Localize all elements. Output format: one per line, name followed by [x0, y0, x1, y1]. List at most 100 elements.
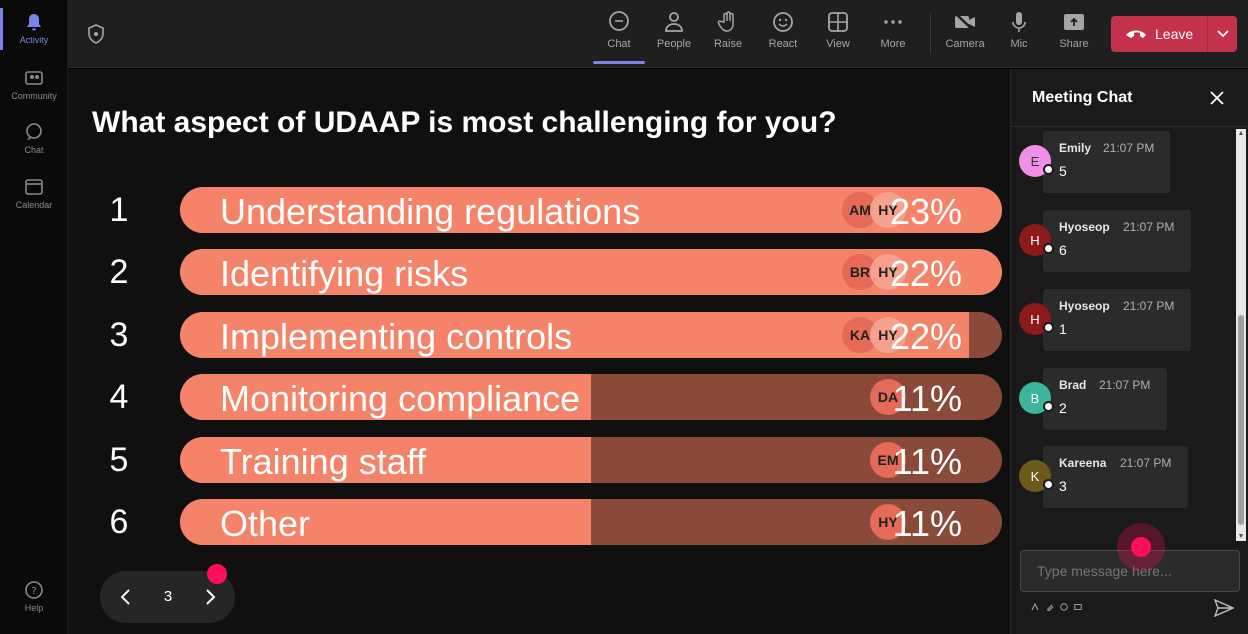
leave-options-button[interactable] [1207, 16, 1237, 52]
message-text: 3 [1059, 478, 1067, 494]
send-icon[interactable] [1214, 599, 1234, 617]
chevron-right-icon[interactable] [198, 585, 222, 609]
close-icon[interactable] [1208, 89, 1226, 107]
poll-option-row: 5 Training staff EM 11% [68, 437, 1010, 483]
scroll-thumb[interactable] [1238, 315, 1244, 525]
option-number: 1 [109, 191, 129, 229]
rail-item-activity[interactable]: Activity [0, 8, 68, 50]
hand-icon [717, 11, 734, 32]
toolbar-divider [930, 14, 931, 54]
option-percent: 23% [889, 191, 962, 232]
slide-pager: 3 [100, 564, 235, 623]
svg-text:?: ? [31, 586, 36, 597]
sender-name: Emily [1059, 141, 1092, 155]
message-text: 6 [1059, 242, 1067, 258]
option-label: Training staff [220, 441, 427, 482]
camera-off-icon [954, 12, 975, 32]
chat-bubble: Kareena 21:07 PM 3 [1043, 446, 1188, 508]
option-number: 3 [109, 316, 129, 354]
voter-avatar: HY [870, 317, 906, 353]
avatar-initial: E [1030, 153, 1040, 169]
help-icon: ? [25, 581, 43, 599]
avatar-initial: K [1030, 468, 1040, 484]
option-bar-fill [180, 499, 591, 545]
poll-stage: What aspect of UDAAP is most challenging… [68, 69, 1010, 634]
tool-label: Raise [713, 38, 743, 50]
option-label: Implementing controls [220, 316, 573, 357]
message-text: 5 [1059, 163, 1067, 179]
mic-icon [1012, 12, 1026, 32]
chat-message-input[interactable] [1020, 550, 1240, 592]
chat-bubble: Brad 21:07 PM 2 [1043, 368, 1167, 430]
option-bar-track: Implementing controls KA HY 22% [180, 312, 1002, 358]
tool-label: People [656, 38, 692, 50]
gif-icon[interactable] [1074, 603, 1082, 611]
more-button[interactable]: More [870, 10, 916, 50]
option-bar-fill [180, 312, 969, 358]
rail-item-calendar[interactable]: Calendar [0, 177, 68, 210]
option-bar-fill [180, 374, 591, 420]
raise-hand-button[interactable]: Raise [705, 10, 751, 50]
chat-icon [609, 11, 629, 31]
tool-label: Mic [1010, 38, 1028, 50]
poll-option-row: 3 Implementing controls KA HY 22% [68, 312, 1010, 358]
emoji-icon[interactable] [1060, 603, 1068, 611]
rail-item-label: Chat [24, 145, 44, 155]
option-bar-track: Monitoring compliance DA 11% [180, 374, 1002, 420]
avatar-initial: H [1030, 311, 1040, 327]
view-button[interactable]: View [815, 10, 861, 50]
option-percent: 11% [892, 441, 962, 482]
rail-item-community[interactable]: Community [0, 68, 68, 101]
status-dot [1043, 401, 1054, 412]
chat-icon [26, 123, 42, 140]
more-icon [884, 20, 902, 24]
option-bar-track: Training staff EM 11% [180, 437, 1002, 483]
avatar: K [1019, 460, 1054, 492]
rail-item-help[interactable]: ? Help [0, 580, 68, 613]
sender-name: Hyoseop [1059, 299, 1110, 313]
rail-item-label: Calendar [15, 200, 53, 210]
voter-avatar: DA [870, 379, 906, 415]
camera-button[interactable]: Camera [942, 10, 988, 50]
option-number: 2 [109, 253, 129, 291]
react-button[interactable]: React [760, 10, 806, 50]
rail-item-chat[interactable]: Chat [0, 122, 68, 155]
scroll-up-icon[interactable]: ▲ [1237, 130, 1245, 137]
share-icon [1064, 14, 1084, 30]
chevron-down-icon [1216, 30, 1229, 38]
scroll-down-icon[interactable]: ▼ [1237, 533, 1245, 540]
option-number: 6 [109, 503, 129, 541]
cursor-indicator [207, 564, 227, 584]
avatar: B [1019, 382, 1054, 414]
attach-icon[interactable] [1046, 603, 1054, 611]
chat-tool-button[interactable]: Chat [593, 10, 645, 64]
avatar-initial: B [1030, 390, 1040, 406]
message-time: 21:07 PM [1123, 299, 1175, 313]
mic-button[interactable]: Mic [996, 10, 1042, 50]
share-button[interactable]: Share [1051, 10, 1097, 50]
option-percent: 11% [892, 378, 962, 419]
status-dot [1043, 479, 1054, 490]
calendar-icon [25, 179, 43, 195]
leave-button[interactable]: Leave [1111, 16, 1237, 52]
message-time: 21:07 PM [1103, 141, 1155, 155]
option-percent: 22% [889, 316, 962, 357]
message-time: 21:07 PM [1120, 456, 1172, 470]
rail-item-label: Activity [19, 35, 49, 45]
meeting-chat-panel: Meeting Chat Emily 21:07 PM 5 E Hyoseop … [1010, 69, 1248, 634]
people-tool-button[interactable]: People [651, 10, 697, 50]
chat-scrollbar[interactable]: ▲ ▼ [1236, 129, 1246, 541]
chevron-left-icon[interactable] [114, 585, 138, 609]
message-text: 1 [1059, 321, 1067, 337]
format-icon[interactable] [1031, 603, 1039, 611]
option-label: Other [220, 503, 311, 544]
poll-option-row: 6 Other HY 11% [68, 499, 1010, 545]
page-number: 3 [163, 588, 173, 605]
message-time: 21:07 PM [1099, 378, 1151, 392]
poll-option-row: 4 Monitoring compliance DA 11% [68, 374, 1010, 420]
tool-label: Camera [945, 38, 985, 50]
shield-icon[interactable] [86, 24, 106, 44]
cursor-indicator [1117, 523, 1165, 571]
sender-name: Hyoseop [1059, 220, 1110, 234]
emoji-icon [773, 12, 793, 32]
